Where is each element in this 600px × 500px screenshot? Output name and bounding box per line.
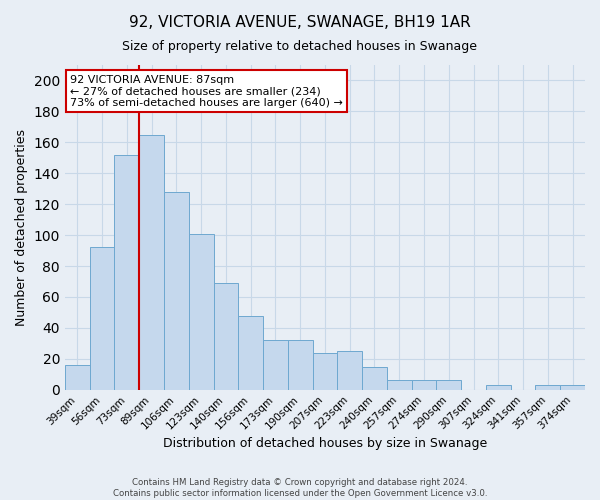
Bar	[412, 380, 436, 390]
Bar	[313, 352, 337, 390]
Text: Contains HM Land Registry data © Crown copyright and database right 2024.
Contai: Contains HM Land Registry data © Crown c…	[113, 478, 487, 498]
Bar	[89, 248, 115, 390]
Bar	[115, 154, 139, 390]
Bar	[362, 366, 387, 390]
Bar	[263, 340, 288, 390]
Bar	[436, 380, 461, 390]
Bar	[65, 365, 89, 390]
Bar	[214, 283, 238, 390]
Text: 92, VICTORIA AVENUE, SWANAGE, BH19 1AR: 92, VICTORIA AVENUE, SWANAGE, BH19 1AR	[129, 15, 471, 30]
Bar	[535, 385, 560, 390]
Bar	[189, 234, 214, 390]
Bar	[238, 316, 263, 390]
Y-axis label: Number of detached properties: Number of detached properties	[15, 129, 28, 326]
Bar	[486, 385, 511, 390]
Bar	[139, 134, 164, 390]
Bar	[387, 380, 412, 390]
Bar	[560, 385, 585, 390]
Bar	[164, 192, 189, 390]
X-axis label: Distribution of detached houses by size in Swanage: Distribution of detached houses by size …	[163, 437, 487, 450]
Bar	[288, 340, 313, 390]
Text: 92 VICTORIA AVENUE: 87sqm
← 27% of detached houses are smaller (234)
73% of semi: 92 VICTORIA AVENUE: 87sqm ← 27% of detac…	[70, 74, 343, 108]
Text: Size of property relative to detached houses in Swanage: Size of property relative to detached ho…	[122, 40, 478, 53]
Bar	[337, 351, 362, 390]
